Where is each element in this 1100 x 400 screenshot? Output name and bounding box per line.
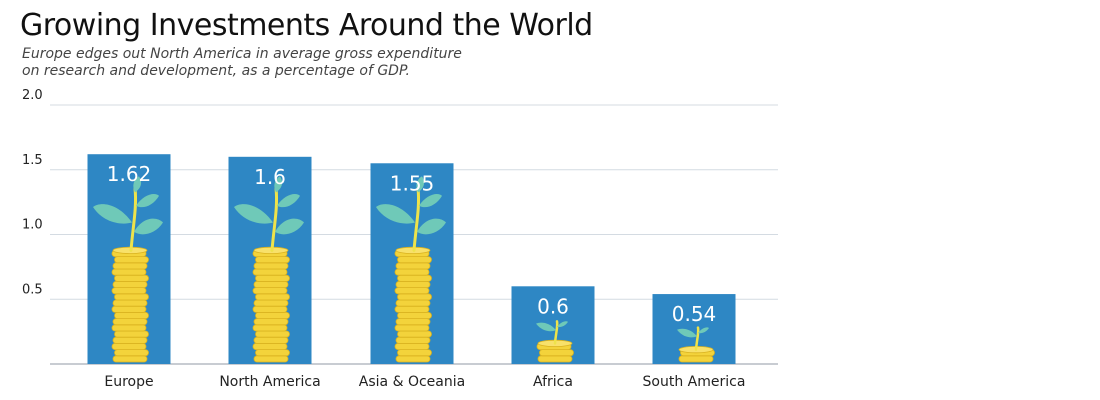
bar-value-label: 1.55 xyxy=(390,171,435,195)
sprout-leaf xyxy=(134,218,163,235)
coin xyxy=(114,293,149,301)
coin xyxy=(397,311,432,319)
sprout-leaf xyxy=(698,327,709,334)
coin xyxy=(255,293,290,301)
sprout-stem xyxy=(270,186,278,252)
sprout-bud xyxy=(416,176,425,193)
x-tick-label: Europe xyxy=(104,374,153,390)
coin xyxy=(394,342,430,350)
coin xyxy=(252,342,288,350)
coin xyxy=(114,349,149,357)
sprout-leaf xyxy=(376,204,415,224)
coin xyxy=(397,293,432,301)
sprout-stem xyxy=(412,186,420,252)
coin-stack-with-sprout-icon xyxy=(234,176,304,363)
coin xyxy=(395,299,431,307)
y-tick-label: 1.5 xyxy=(22,153,43,168)
y-tick-label: 2.0 xyxy=(22,88,43,103)
coin xyxy=(253,280,289,288)
coin xyxy=(539,349,574,357)
sprout-leaf xyxy=(419,193,442,208)
coin xyxy=(397,349,432,357)
coin xyxy=(112,336,148,344)
coin xyxy=(252,324,288,332)
sprout-leaf xyxy=(277,193,300,208)
coin xyxy=(253,355,289,363)
sprout-stem xyxy=(694,326,700,351)
coin xyxy=(114,256,149,264)
coin xyxy=(114,311,149,319)
sprout-leaf xyxy=(136,193,159,208)
sprout-stem xyxy=(129,186,137,252)
coin xyxy=(255,256,290,264)
chart-subtitle: Europe edges out North America in averag… xyxy=(22,46,462,79)
coin-stack-with-sprout-icon xyxy=(677,326,715,363)
coin xyxy=(112,299,148,307)
coin xyxy=(394,287,430,295)
coin xyxy=(255,330,290,338)
y-tick-label: 1.0 xyxy=(22,218,43,233)
bar-value-label: 1.62 xyxy=(107,162,152,186)
x-tick-label: South America xyxy=(643,374,746,390)
bar-value-label: 0.54 xyxy=(672,302,717,326)
coin xyxy=(397,330,432,338)
coin xyxy=(394,324,430,332)
sprout-bud xyxy=(133,176,142,193)
coin xyxy=(111,342,147,350)
coin xyxy=(112,355,148,363)
coin xyxy=(395,336,431,344)
coin xyxy=(394,305,430,313)
coin xyxy=(395,355,431,363)
coin xyxy=(253,299,289,307)
coin xyxy=(394,268,430,276)
sprout-leaf xyxy=(234,204,273,224)
coin xyxy=(111,324,147,332)
coin xyxy=(395,262,431,270)
coin-stack-with-sprout-icon xyxy=(376,176,446,363)
sprout-leaf xyxy=(275,218,304,235)
x-tick-label: North America xyxy=(219,374,320,390)
coin xyxy=(253,336,289,344)
coin xyxy=(255,349,290,357)
coin xyxy=(678,355,714,363)
coin xyxy=(397,256,432,264)
coin xyxy=(255,311,290,319)
coin xyxy=(112,318,148,326)
sprout-bud xyxy=(274,176,283,193)
y-tick-label: 0.5 xyxy=(22,282,43,297)
x-tick-label: Asia & Oceania xyxy=(359,374,465,390)
coin xyxy=(112,262,148,270)
x-tick-label: Africa xyxy=(533,374,573,390)
coin xyxy=(112,280,148,288)
coin xyxy=(114,330,149,338)
coin xyxy=(252,305,288,313)
coin xyxy=(537,355,573,363)
sprout-leaf xyxy=(93,204,132,224)
coin-stack-with-sprout-icon xyxy=(536,320,574,363)
bar-value-label: 1.6 xyxy=(254,165,286,189)
coin xyxy=(395,280,431,288)
coin xyxy=(111,287,147,295)
sprout-leaf xyxy=(677,328,697,338)
sprout-stem xyxy=(553,320,559,345)
chart-title: Growing Investments Around the World xyxy=(20,8,593,43)
coin xyxy=(252,287,288,295)
coin xyxy=(255,274,290,282)
coin xyxy=(397,274,432,282)
bar-value-label: 0.6 xyxy=(537,294,569,318)
sprout-leaf xyxy=(417,218,446,235)
coin xyxy=(252,268,288,276)
coin xyxy=(111,268,147,276)
coin xyxy=(395,318,431,326)
coin xyxy=(253,318,289,326)
coin xyxy=(111,305,147,313)
coin-stack-with-sprout-icon xyxy=(93,176,163,363)
coin xyxy=(114,274,149,282)
sprout-leaf xyxy=(536,322,556,332)
sprout-leaf xyxy=(557,321,568,328)
coin xyxy=(253,262,289,270)
